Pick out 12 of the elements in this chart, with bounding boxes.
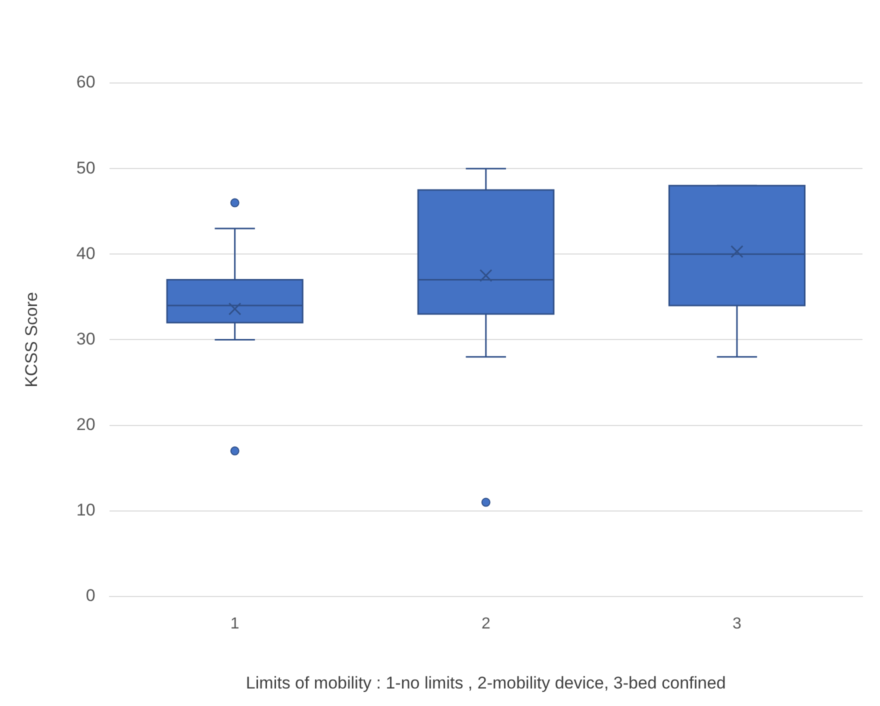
y-tick-label: 60 [76,72,96,92]
x-tick-label: 2 [481,615,490,632]
x-axis-title: Limits of mobility : 1-no limits , 2-mobility device, 3-bed confined [246,673,726,692]
y-tick-label: 30 [76,329,96,348]
y-tick-label: 10 [76,500,96,520]
y-tick-label: 50 [76,158,96,178]
y-tick-label: 40 [76,244,96,263]
y-tick-label: 0 [86,586,96,606]
x-tick-label: 1 [230,615,240,632]
x-tick-label: 3 [732,615,742,632]
y-axis-title: KCSS Score [22,292,41,388]
y-tick-label: 20 [76,414,96,434]
